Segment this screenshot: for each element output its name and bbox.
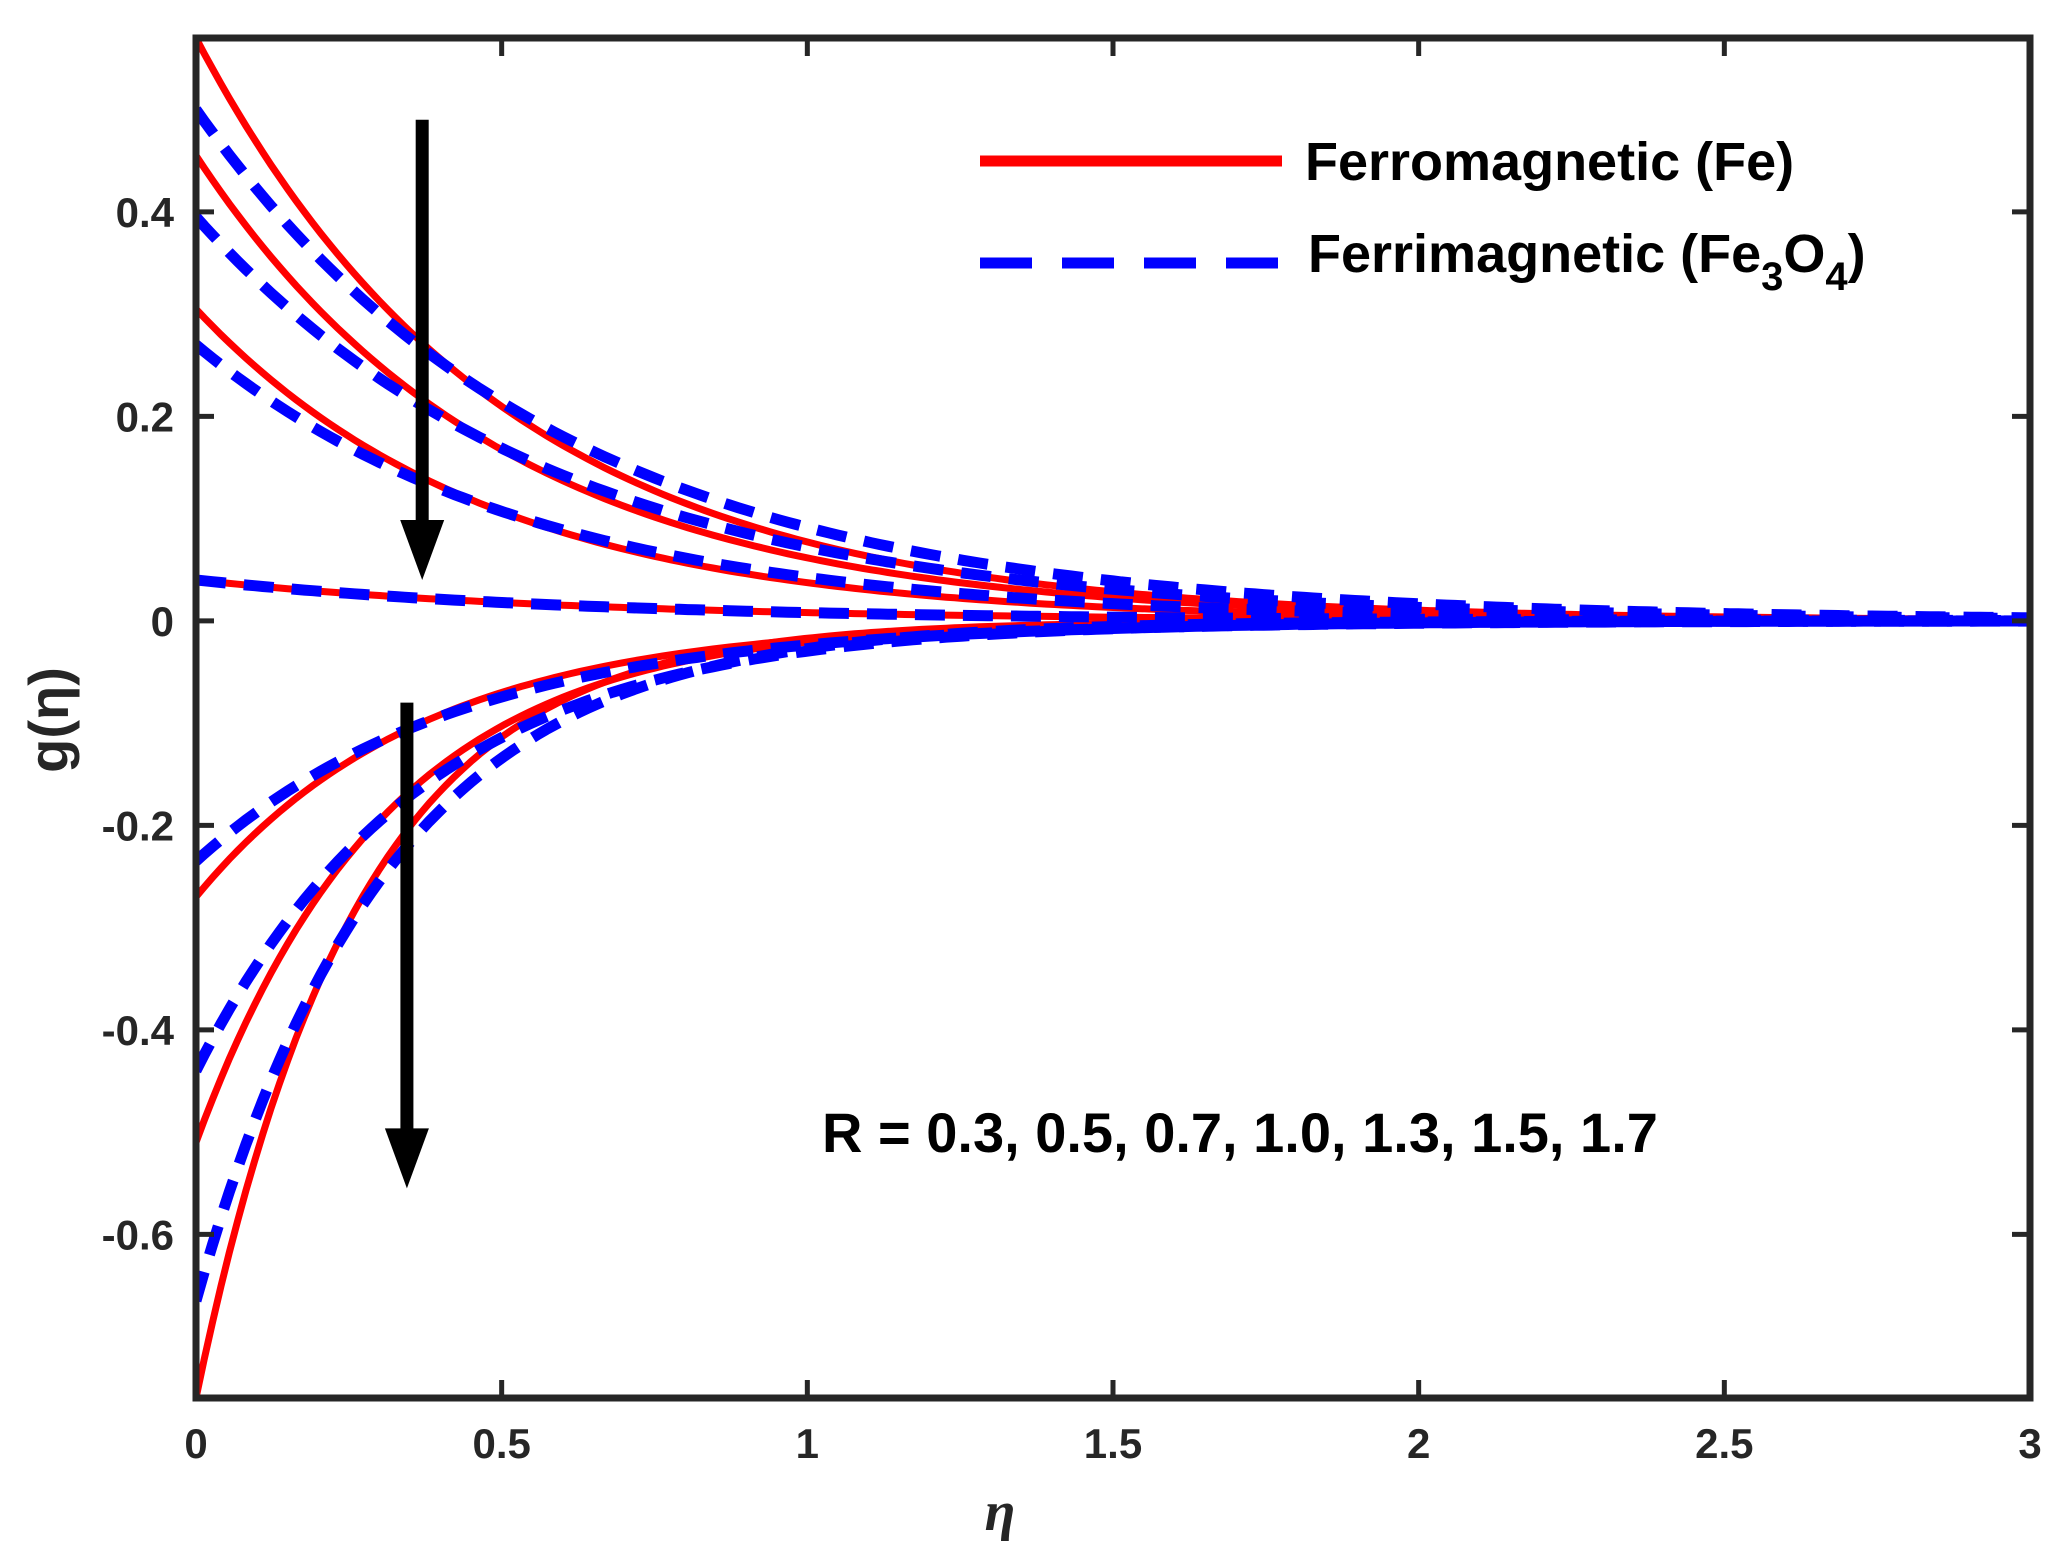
- ticks-group: [193, 38, 2033, 1398]
- legend-label-fe3o4: Ferrimagnetic (Fe3O4): [1308, 224, 1866, 299]
- x-tick-label: 0: [184, 1420, 207, 1467]
- fe3o4-series-line-11: [196, 574, 2030, 626]
- x-tick-label: 1.5: [1084, 1420, 1142, 1467]
- fe3o4-series-line-14: [196, 615, 2030, 1303]
- y-tick-label: -0.6: [102, 1211, 174, 1258]
- x-tick-label: 0.5: [472, 1420, 530, 1467]
- arrow-head-1: [400, 519, 445, 580]
- fe3o4-series-line-9: [196, 213, 2030, 624]
- y-tick-label: 0.2: [116, 393, 174, 440]
- fe3o4-series-line-10: [196, 340, 2030, 626]
- y-tick-label: -0.2: [102, 802, 174, 849]
- legend: Ferromagnetic (Fe) Ferrimagnetic (Fe3O4): [980, 132, 1866, 299]
- y-tick-label: 0: [151, 598, 174, 645]
- x-tick-label: 3: [2018, 1420, 2041, 1467]
- arrow-group: [384, 119, 445, 1189]
- x-tick-label: 1: [796, 1420, 819, 1467]
- y-tick-label: -0.4: [102, 1007, 175, 1054]
- parameter-annotation: R = 0.3, 0.5, 0.7, 1.0, 1.3, 1.5, 1.7: [822, 1101, 1658, 1164]
- series-group: [196, 38, 2030, 1398]
- fe3o4-series-line-8: [196, 106, 2030, 624]
- x-tick-label: 2: [1407, 1420, 1430, 1467]
- y-axis-label: g(η): [17, 667, 80, 773]
- y-tick-label: 0.4: [116, 189, 175, 236]
- legend-label-fe: Ferromagnetic (Fe): [1305, 132, 1794, 192]
- x-axis-label: η: [985, 1481, 1016, 1541]
- x-tick-label: 2.5: [1695, 1420, 1753, 1467]
- arrow-head-2: [384, 1128, 429, 1189]
- tick-labels-group: 0 0.5 1 1.5 2 2.5 3 -0.6 -0.4 -0.2 0 0.2 0.4: [102, 189, 2042, 1467]
